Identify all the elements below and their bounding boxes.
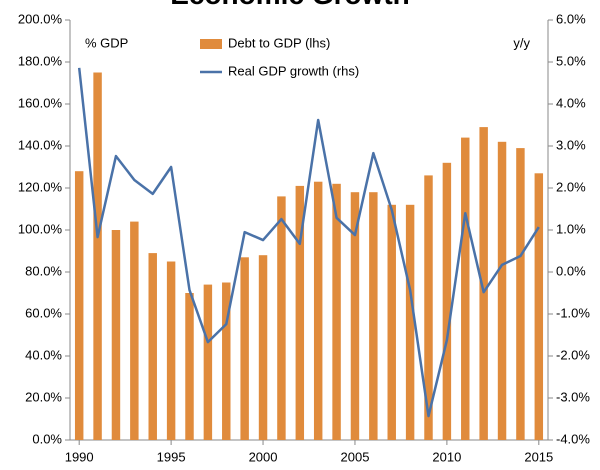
x-tick-label: 2010 (432, 449, 461, 464)
y2-tick-label: 1.0% (556, 221, 586, 236)
bar (332, 183, 341, 441)
y2-tick-label: -2.0% (556, 347, 590, 362)
y-tick-label: 20.0% (25, 389, 62, 404)
bar (461, 137, 470, 440)
y-tick-label: 80.0% (25, 263, 62, 278)
bar (240, 257, 249, 440)
y2-tick-label: 6.0% (556, 11, 586, 26)
x-tick-label: 2015 (524, 449, 553, 464)
y-tick-label: 180.0% (18, 53, 63, 68)
bar (277, 196, 286, 440)
y-tick-label: 160.0% (18, 95, 63, 110)
bar (479, 127, 488, 440)
bar (203, 284, 213, 440)
bar (405, 204, 415, 440)
x-tick-label: 1990 (65, 449, 94, 464)
bar (222, 282, 231, 440)
legend-label: Debt to GDP (lhs) (228, 35, 330, 50)
bar (350, 192, 360, 440)
x-tick-label: 2000 (249, 449, 278, 464)
y-tick-label: 200.0% (18, 11, 63, 26)
y-tick-label: 100.0% (18, 221, 63, 236)
bar (387, 204, 396, 440)
y-axis-label: % GDP (85, 35, 128, 50)
y-tick-label: 40.0% (25, 347, 62, 362)
y2-tick-label: -1.0% (556, 305, 590, 320)
y-tick-label: 120.0% (18, 179, 63, 194)
y2-tick-label: 3.0% (556, 137, 586, 152)
bar (442, 162, 452, 441)
bar (313, 181, 323, 440)
line (77, 67, 540, 418)
y2-tick-label: 0.0% (556, 263, 586, 278)
x-tick-label: 1995 (157, 449, 186, 464)
chart-title: Economic Growth (170, 0, 410, 10)
y-tick-label: 60.0% (25, 305, 62, 320)
legend-swatch (200, 39, 222, 49)
y-tick-label: 140.0% (18, 137, 63, 152)
bar (93, 72, 102, 440)
bar (497, 141, 507, 441)
bar (166, 261, 176, 440)
y2-tick-label: -4.0% (556, 431, 590, 446)
y2-tick-label: 5.0% (556, 53, 586, 68)
bar (148, 253, 157, 440)
bar (185, 293, 194, 440)
bar (74, 171, 84, 440)
bar (516, 148, 525, 440)
bar (258, 255, 268, 440)
bar (111, 230, 121, 440)
y-tick-label: 0.0% (32, 431, 62, 446)
bar (424, 175, 433, 440)
y2-axis-label: y/y (513, 35, 530, 50)
y2-tick-label: 4.0% (556, 95, 586, 110)
legend-label: Real GDP growth (rhs) (228, 63, 359, 78)
bar (130, 221, 139, 440)
y2-tick-label: -3.0% (556, 389, 590, 404)
bar (295, 185, 305, 440)
bar (534, 173, 544, 441)
bar (369, 192, 378, 440)
y2-tick-label: 2.0% (556, 179, 586, 194)
x-tick-label: 2005 (341, 449, 370, 464)
